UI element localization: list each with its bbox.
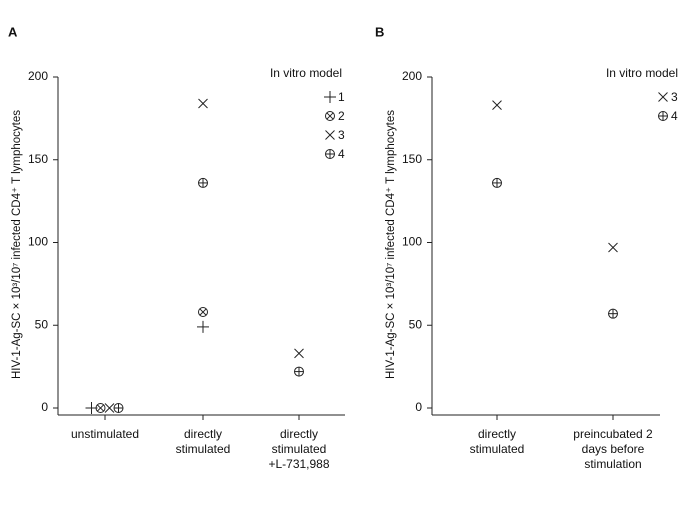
y-axis-label: HIV-1-Ag-SC × 10³/10⁷ infected CD4⁺ T ly…: [385, 110, 397, 379]
y-tick-label: 0: [415, 400, 422, 414]
legend-label: 3: [671, 90, 678, 104]
y-tick-label: 100: [28, 235, 48, 249]
legend-label: 1: [338, 90, 345, 104]
marker: [197, 320, 209, 333]
marker-ring: [198, 307, 208, 318]
y-tick-label: 50: [35, 317, 49, 331]
marker-ring: [95, 403, 106, 413]
marker: [324, 91, 336, 103]
marker-ring: [325, 111, 335, 121]
x-tick-label: directly stimulated: [176, 427, 231, 456]
marker: [325, 149, 335, 159]
panel-label: B: [375, 24, 384, 39]
marker-stroke: [492, 100, 502, 110]
marker: [492, 100, 502, 110]
marker: [325, 111, 335, 121]
marker: [325, 130, 335, 140]
marker: [608, 308, 618, 319]
marker: [198, 98, 208, 109]
y-tick-label: 150: [402, 152, 422, 166]
x-tick-label: preincubated 2 days before stimulation: [573, 427, 653, 471]
marker-stroke: [658, 92, 668, 102]
marker-stroke: [198, 98, 208, 109]
panel-1: B 0 50 100 150 200 HIV-1-Ag-SC × 10³/10⁷ infec…: [375, 24, 678, 471]
marker-stroke: [326, 112, 334, 120]
x-tick-label: directly stimulated: [470, 427, 525, 456]
panel-label: A: [8, 24, 18, 39]
marker-stroke: [608, 242, 618, 253]
marker: [104, 403, 115, 413]
marker: [658, 111, 668, 121]
marker: [198, 177, 208, 188]
panel-0: A 0 50 100 150 200 HIV-1-Ag-SC × 10³/10⁷ infec…: [8, 24, 345, 471]
y-tick-label: 50: [409, 317, 423, 331]
legend-label: 2: [338, 109, 345, 123]
x-tick-label: unstimulated: [71, 427, 139, 441]
y-tick-label: 200: [402, 69, 422, 83]
y-axis-label: HIV-1-Ag-SC × 10³/10⁷ infected CD4⁺ T ly…: [11, 110, 23, 379]
legend-label: 3: [338, 128, 345, 142]
marker: [608, 242, 618, 253]
y-tick-label: 100: [402, 235, 422, 249]
marker: [294, 348, 304, 359]
marker: [113, 403, 124, 413]
legend-title: In vitro model: [270, 66, 342, 80]
marker-stroke: [199, 308, 207, 316]
y-tick-label: 150: [28, 152, 48, 166]
legend-label: 4: [338, 147, 345, 161]
marker-stroke: [96, 404, 105, 412]
marker-stroke: [294, 348, 304, 359]
marker: [492, 177, 502, 188]
marker: [658, 92, 668, 102]
marker: [294, 366, 304, 377]
legend-label: 4: [671, 109, 678, 123]
marker: [95, 403, 106, 413]
y-tick-label: 0: [41, 400, 48, 414]
marker-stroke: [325, 130, 335, 140]
marker-stroke: [104, 403, 115, 413]
legend-title: In vitro model: [606, 66, 678, 80]
x-tick-label: directly stimulated +L-731,988: [268, 427, 329, 471]
marker: [198, 307, 208, 318]
y-tick-label: 200: [28, 69, 48, 83]
